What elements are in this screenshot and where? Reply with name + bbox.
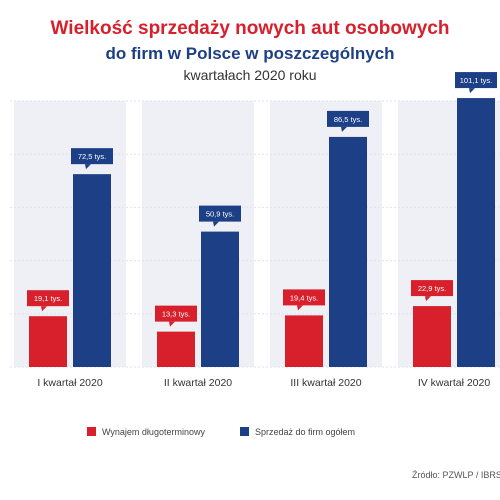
data-label: 19,1 tys.	[34, 294, 62, 303]
data-label-pointer	[213, 221, 219, 227]
legend-wynajem-swatch	[87, 427, 96, 436]
data-label-pointer	[41, 306, 47, 312]
data-label: 72,5 tys.	[78, 152, 106, 161]
data-label: 86,5 tys.	[334, 115, 362, 124]
legend-sprzedaz-label: Sprzedaż do firm ogółem	[255, 427, 355, 437]
x-tick-label: III kwartał 2020	[290, 377, 361, 389]
title-line-1: Wielkość sprzedaży nowych aut osobowych	[50, 18, 450, 39]
data-label-box	[155, 305, 197, 322]
bar-sprzedaz	[201, 231, 239, 367]
source-note: Źródło: PZWLP / IBRS	[412, 470, 500, 480]
legend-sprzedaz-swatch	[240, 427, 249, 436]
data-label-box	[327, 110, 369, 127]
data-label: 13,3 tys.	[162, 310, 190, 319]
data-label: 101,1 tys.	[460, 76, 493, 85]
bar-wynajem	[285, 315, 323, 367]
data-label-box	[455, 72, 497, 89]
data-label-box	[411, 280, 453, 297]
data-label-box	[199, 205, 241, 222]
data-label-box	[283, 289, 325, 306]
data-label-box	[71, 148, 113, 165]
bar-sprzedaz	[73, 174, 111, 367]
bar-wynajem	[413, 306, 451, 367]
x-tick-label: IV kwartał 2020	[418, 377, 491, 389]
data-label-pointer	[297, 305, 303, 311]
data-label: 22,9 tys.	[418, 284, 446, 293]
title-line-2: do firm w Polsce w poszczególnych	[105, 44, 395, 63]
data-label-pointer	[169, 321, 175, 327]
bar-sprzedaz	[457, 98, 495, 367]
data-label: 50,9 tys.	[206, 210, 234, 219]
data-label: 19,4 tys.	[290, 293, 318, 302]
x-tick-label: II kwartał 2020	[164, 377, 232, 389]
legend-wynajem-label: Wynajem długoterminowy	[102, 427, 205, 437]
data-label-pointer	[85, 164, 91, 170]
data-label-box	[27, 290, 69, 307]
x-tick-label: I kwartał 2020	[37, 377, 103, 389]
title-line-3: kwartałach 2020 roku	[183, 67, 317, 83]
bar-sprzedaz	[329, 136, 367, 367]
bar-wynajem	[29, 316, 67, 367]
data-label-pointer	[425, 296, 431, 302]
data-label-pointer	[469, 88, 475, 94]
bar-wynajem	[157, 331, 195, 367]
data-label-pointer	[341, 126, 347, 132]
